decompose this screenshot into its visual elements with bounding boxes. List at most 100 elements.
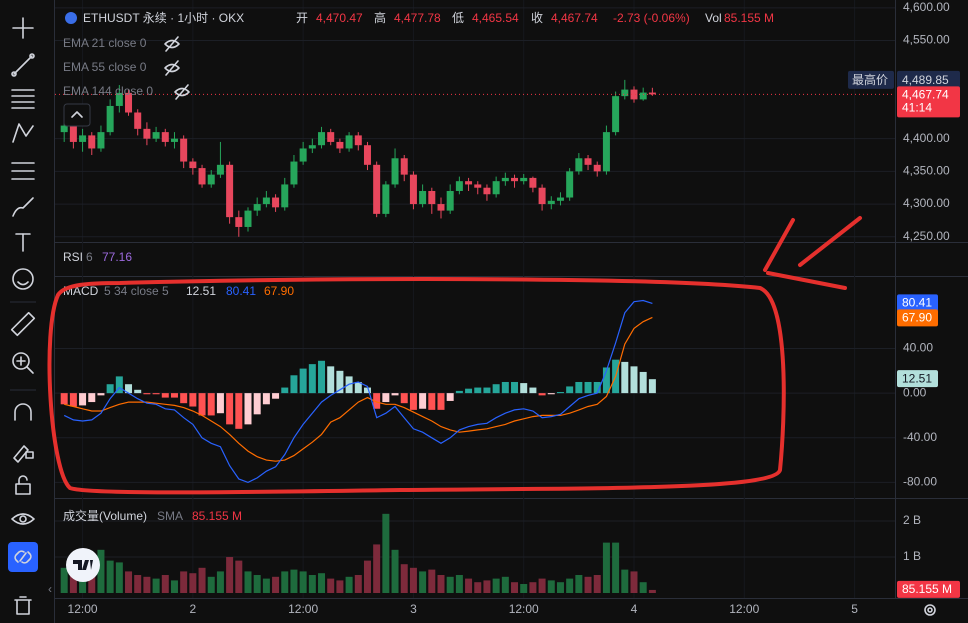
- candle-body: [281, 184, 289, 208]
- volume-bar: [529, 582, 537, 593]
- candle-body: [639, 92, 647, 100]
- macd-histogram-bar: [262, 393, 270, 405]
- text-tool[interactable]: [15, 233, 31, 252]
- candle-body: [373, 164, 381, 214]
- macd-histogram-bar: [281, 387, 289, 394]
- macd-line-badge-label: 80.41: [902, 296, 932, 310]
- hidden-eye[interactable]: [174, 84, 190, 100]
- annotation: [47, 216, 862, 495]
- candle-body: [308, 145, 316, 149]
- volume-bar: [428, 569, 436, 593]
- y-tick-label: 4,300.00: [903, 196, 950, 210]
- volume-bar: [308, 575, 316, 593]
- x-tick-label: 5: [851, 602, 858, 616]
- candle-body: [152, 132, 160, 139]
- candle-body: [143, 128, 151, 139]
- volume-bar: [437, 575, 445, 593]
- hidden-eye[interactable]: [164, 60, 180, 76]
- volume-bar: [630, 571, 638, 593]
- macd-histogram-bar: [437, 393, 445, 410]
- lock-draw-tool[interactable]: [13, 445, 34, 463]
- lock-tool[interactable]: [15, 475, 31, 495]
- volume-bar: [556, 582, 564, 593]
- y-tick-label: -40.00: [903, 430, 937, 444]
- high-badge-label: 4,489.85: [902, 73, 949, 87]
- volume-bar: [593, 575, 601, 593]
- volume-bar: [391, 549, 399, 593]
- high-name: 高: [374, 10, 386, 25]
- candle-body: [226, 164, 234, 218]
- macd-histogram-bar: [455, 390, 463, 394]
- volume-bar: [134, 575, 142, 593]
- macd-histogram-bar: [216, 393, 224, 414]
- header: ETHUSDT 永续 · 1小时 · OKX 开 4,470.47 高 4,47…: [65, 10, 774, 25]
- macd-histogram-bar: [69, 393, 77, 407]
- x-tick-label: 4: [631, 602, 638, 616]
- volume-bar: [501, 576, 509, 593]
- candle-body: [235, 217, 243, 227]
- volume-bar: [409, 567, 417, 593]
- symbol-logo: [65, 12, 77, 24]
- candle-body: [161, 132, 169, 142]
- lines-tool[interactable]: [11, 89, 35, 109]
- hidden-eye[interactable]: [164, 36, 180, 52]
- macd-histogram-bar: [575, 381, 583, 394]
- macd-histogram-bar: [428, 393, 436, 410]
- trendline-tool[interactable]: [11, 53, 35, 77]
- y-tick-label: -80.00: [903, 475, 937, 489]
- candle-body: [327, 132, 335, 142]
- ema-legend: EMA 144 close 0: [63, 84, 153, 98]
- macd-histogram-bar: [593, 381, 601, 394]
- brush-tool[interactable]: [12, 197, 34, 217]
- candle-body: [648, 92, 656, 95]
- collapse-toolbar[interactable]: ‹: [48, 582, 52, 596]
- zoom-tool[interactable]: [12, 352, 34, 374]
- macd-histogram-bar: [400, 393, 408, 404]
- volume-bar: [511, 582, 519, 593]
- volume-bar: [318, 573, 326, 593]
- volume-bar: [226, 557, 234, 593]
- emoji-tool[interactable]: [12, 268, 34, 290]
- ruler-tool[interactable]: [10, 311, 36, 337]
- candle-body: [69, 125, 77, 142]
- macd-histogram-bar: [125, 384, 133, 394]
- ema-legend: EMA 21 close 0: [63, 36, 147, 50]
- candle-body: [60, 125, 68, 133]
- candle-body: [125, 92, 133, 113]
- candle-body: [88, 135, 96, 149]
- vol-name: Vol: [705, 11, 722, 25]
- macd-hist-value: 12.51: [186, 284, 216, 298]
- macd-histogram-bar: [483, 387, 491, 394]
- pattern-tool[interactable]: [12, 123, 34, 143]
- delete-tool[interactable]: [14, 596, 32, 615]
- volume-bar: [262, 578, 270, 593]
- visibility-tool[interactable]: [11, 513, 35, 525]
- candle-body: [529, 177, 537, 188]
- macd-histogram-bar: [253, 393, 261, 415]
- macd-histogram-bar: [419, 393, 427, 409]
- magnet-tool[interactable]: [14, 403, 32, 421]
- macd-histogram-bar: [391, 393, 399, 396]
- candle-body: [134, 112, 142, 129]
- volume-bar: [373, 544, 381, 593]
- rsi-params: 6: [86, 250, 93, 264]
- crosshair-tool[interactable]: [12, 17, 34, 39]
- volume-bar: [621, 569, 629, 593]
- macd-histogram-bar: [446, 393, 454, 401]
- y-tick-label: 4,400.00: [903, 131, 950, 145]
- macd-histogram-bar: [602, 367, 610, 394]
- volume-bar: [520, 584, 528, 593]
- macd-histogram-bar: [161, 393, 169, 398]
- candle-body: [189, 161, 197, 169]
- volume-bar: [575, 575, 583, 593]
- collapse-legend-button[interactable]: [63, 103, 91, 127]
- volume-bar: [60, 567, 68, 593]
- volume-bar: [363, 560, 371, 593]
- macd-histogram-bar: [88, 393, 96, 403]
- macd-histogram-bar: [511, 381, 519, 394]
- x-tick-label: 12:00: [509, 602, 539, 616]
- candle-body: [520, 177, 528, 182]
- fib-tool[interactable]: [11, 162, 35, 180]
- settings-button[interactable]: [924, 604, 936, 616]
- high-tag: [848, 70, 894, 89]
